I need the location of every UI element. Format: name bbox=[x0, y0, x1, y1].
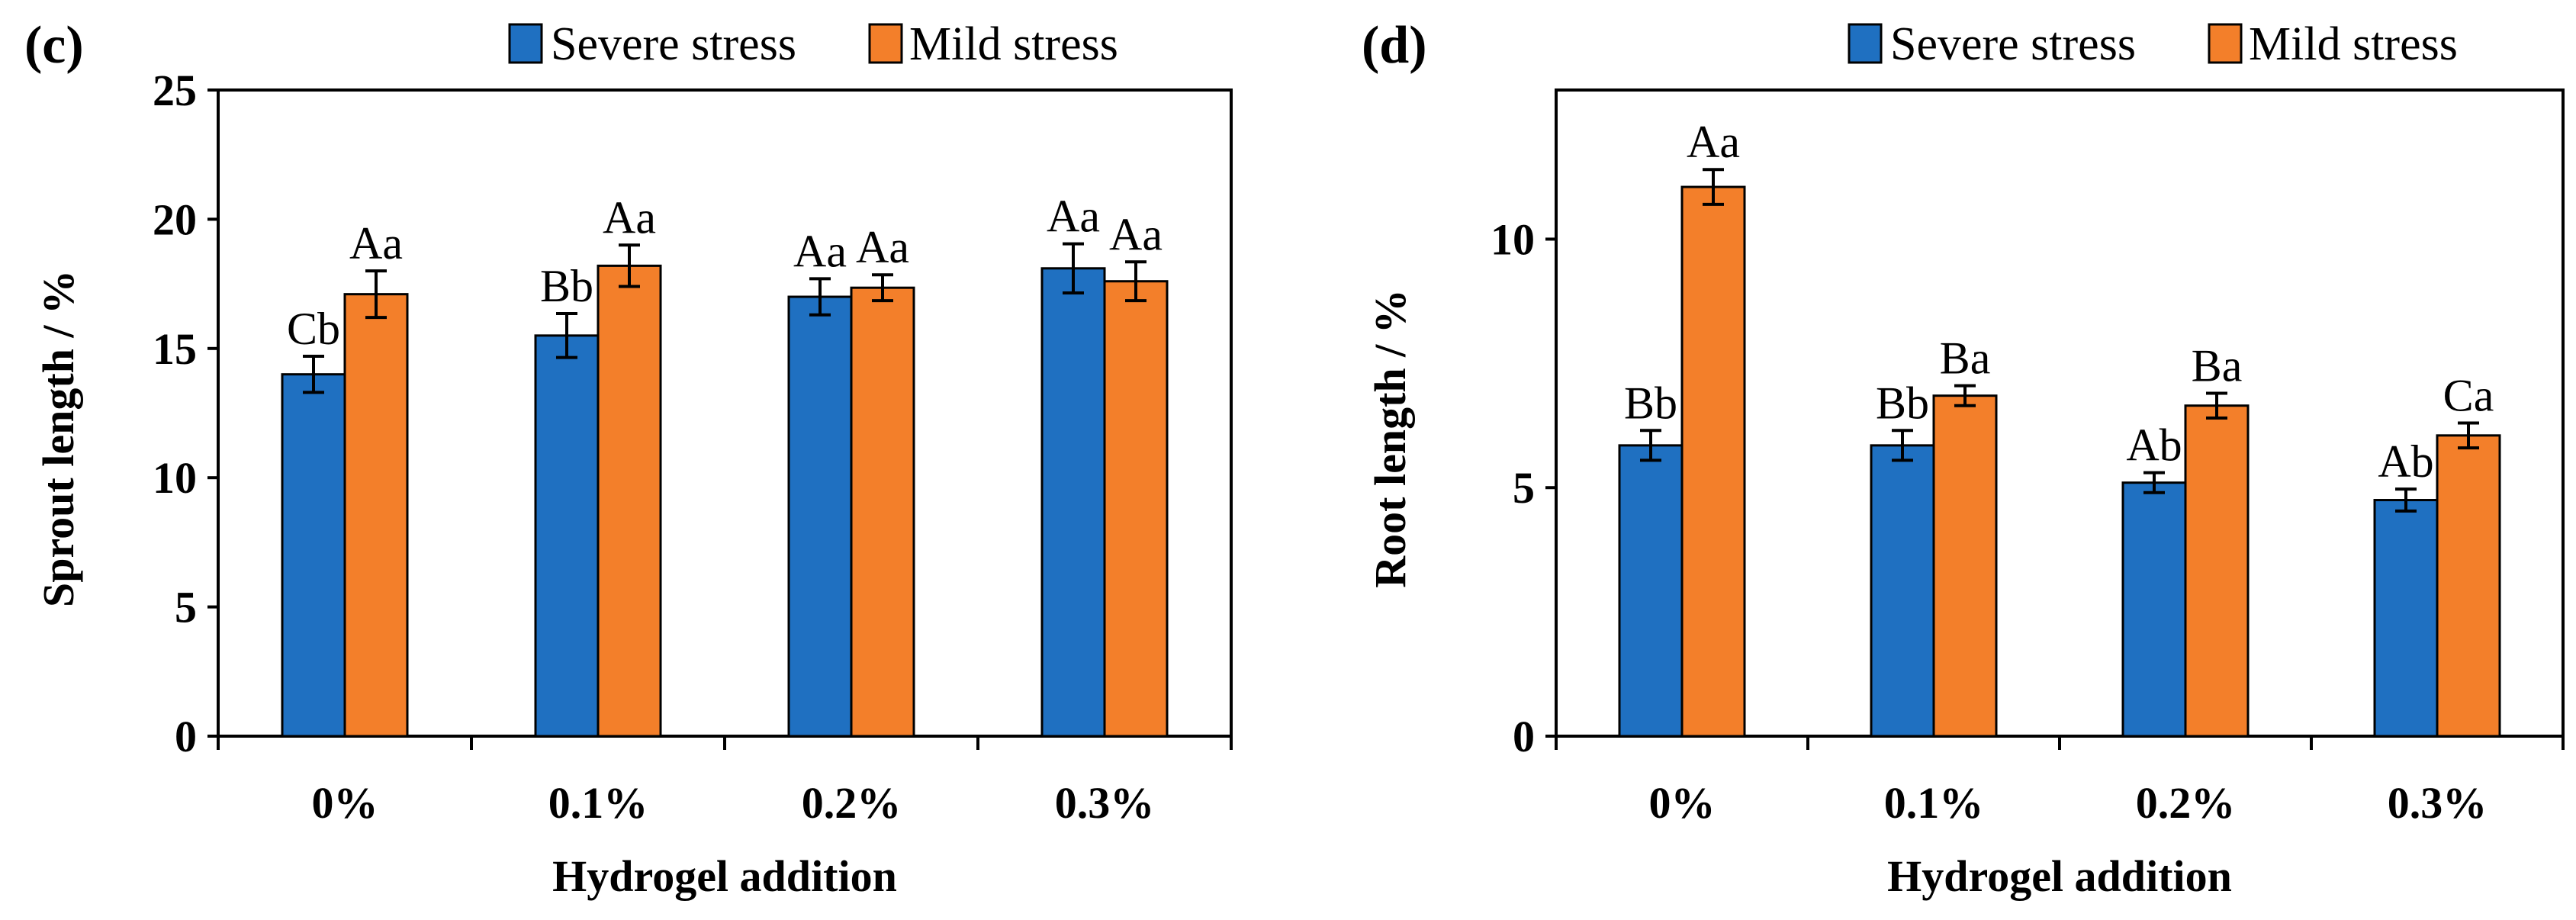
significance-label: Bb bbox=[1876, 378, 1929, 428]
significance-label: Aa bbox=[856, 222, 909, 272]
significance-label: Aa bbox=[1109, 209, 1163, 259]
bar-severe bbox=[534, 334, 600, 738]
panel-c: (c) Severe stress Mild stress 0 5 10 15 20 25… bbox=[24, 16, 1233, 901]
y-axis-title: Root length / % bbox=[1365, 289, 1415, 588]
legend: Severe stress Mild stress bbox=[1848, 18, 2458, 70]
panel-d: (d) Severe stress Mild stress 0 5 10 Bb Aa Bb… bbox=[1362, 16, 2565, 901]
legend-label-severe: Severe stress bbox=[551, 18, 796, 70]
y-tick-label: 10 bbox=[1491, 214, 1535, 264]
legend-swatch-severe bbox=[1848, 23, 1883, 64]
significance-label: Aa bbox=[603, 192, 656, 243]
bar-mild bbox=[597, 264, 662, 738]
significance-label: Bb bbox=[1624, 378, 1677, 428]
significance-label: Ba bbox=[2192, 340, 2243, 391]
legend-label-severe: Severe stress bbox=[1890, 18, 2136, 70]
bar-severe bbox=[1870, 444, 1935, 738]
significance-label: Ab bbox=[2378, 436, 2433, 487]
y-tick-label: 0 bbox=[1513, 712, 1535, 761]
x-tick-label: 0.1% bbox=[548, 778, 648, 828]
x-tick-label: 0.1% bbox=[1884, 778, 1984, 828]
x-tick-label: 0.3% bbox=[2388, 778, 2488, 828]
x-axis-title: Hydrogel addition bbox=[1887, 851, 2232, 901]
x-tick-label: 0% bbox=[1649, 778, 1716, 828]
bar-severe bbox=[281, 373, 346, 738]
significance-label: Aa bbox=[1047, 191, 1100, 242]
bar-severe bbox=[1618, 444, 1684, 738]
y-tick-label: 5 bbox=[175, 583, 197, 632]
y-tick-label: 15 bbox=[153, 324, 197, 374]
bar-severe bbox=[787, 295, 853, 738]
legend-swatch-severe bbox=[508, 23, 543, 64]
panel-label: (c) bbox=[24, 16, 84, 75]
legend: Severe stress Mild stress bbox=[508, 18, 1118, 70]
y-axis-title: Sprout length / % bbox=[34, 270, 83, 607]
bar-mild bbox=[2184, 404, 2250, 738]
y-tick-label: 5 bbox=[1513, 463, 1535, 513]
bar-mild bbox=[343, 293, 409, 738]
x-tick-label: 0% bbox=[312, 778, 378, 828]
significance-label: Ba bbox=[1940, 333, 1991, 384]
y-tick-label: 0 bbox=[175, 712, 197, 761]
significance-label: Ab bbox=[2126, 420, 2182, 471]
significance-label: Bb bbox=[540, 261, 593, 311]
significance-label: Aa bbox=[793, 226, 847, 276]
x-axis-title: Hydrogel addition bbox=[552, 851, 897, 901]
legend-swatch-mild bbox=[868, 23, 903, 64]
bar-severe bbox=[2373, 499, 2439, 738]
significance-label: Cb bbox=[287, 304, 340, 354]
significance-label: Ca bbox=[2443, 371, 2494, 421]
bar-mild bbox=[1103, 280, 1169, 738]
x-tick-label: 0.2% bbox=[802, 778, 902, 828]
bar-mild bbox=[850, 286, 915, 738]
legend-label-mild: Mild stress bbox=[2249, 18, 2458, 70]
y-tick-label: 25 bbox=[153, 66, 197, 115]
legend-label-mild: Mild stress bbox=[909, 18, 1118, 70]
significance-label: Aa bbox=[349, 218, 403, 269]
bar-severe bbox=[1040, 267, 1106, 738]
y-tick-label: 10 bbox=[153, 453, 197, 503]
bar-mild bbox=[2436, 434, 2501, 738]
significance-label: Aa bbox=[1687, 117, 1740, 167]
y-tick-label: 20 bbox=[153, 195, 197, 244]
panel-label: (d) bbox=[1362, 16, 1427, 75]
bar-mild bbox=[1680, 185, 1746, 738]
bar-severe bbox=[2121, 481, 2187, 738]
x-tick-label: 0.2% bbox=[2136, 778, 2236, 828]
bar-mild bbox=[1932, 394, 1998, 738]
legend-swatch-mild bbox=[2208, 23, 2243, 64]
x-tick-label: 0.3% bbox=[1055, 778, 1155, 828]
